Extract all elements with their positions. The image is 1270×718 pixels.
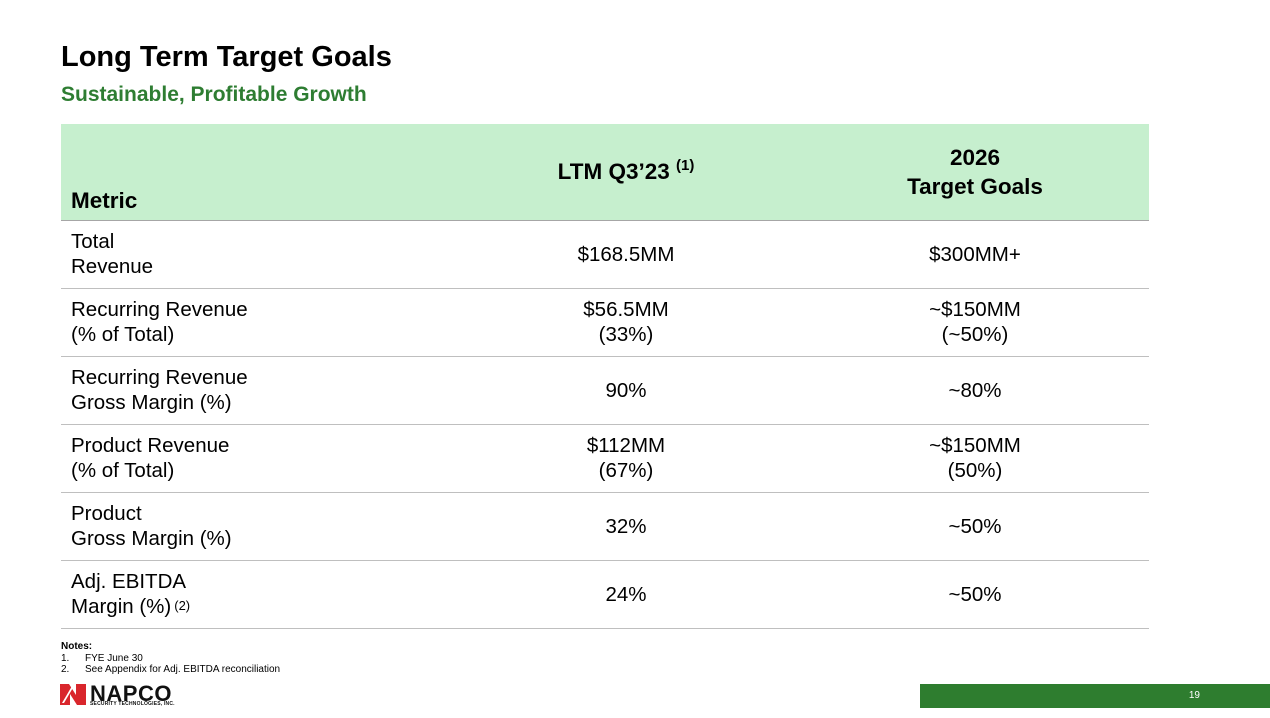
- table-row: Recurring Revenue (% of Total) $56.5MM (33%…: [61, 288, 1149, 357]
- ltm-value-cell: $168.5MM: [451, 220, 801, 289]
- metric-cell: Product Gross Margin (%): [61, 492, 451, 561]
- ltm-value-cell: 32%: [451, 492, 801, 561]
- footnote-1: 1. FYE June 30: [61, 652, 143, 664]
- metric-cell: Total Revenue: [61, 220, 451, 289]
- target-goals-table: Metric LTM Q3’23 (1) 2026 Target Goals T…: [61, 124, 1149, 629]
- ltm-value-cell: $112MM (67%): [451, 424, 801, 493]
- logo-wordmark: NAPCO: [90, 681, 172, 706]
- header-ltm: LTM Q3’23 (1): [451, 124, 801, 221]
- footnotes: Notes: 1. FYE June 30 2. See Appendix for …: [61, 641, 280, 676]
- napco-logo-mark-icon: [60, 684, 86, 705]
- table-row: Adj. EBITDA Margin (%) (2) 24% ~50%: [61, 560, 1149, 629]
- footnote-2: 2. See Appendix for Adj. EBITDA reconcili…: [61, 664, 281, 675]
- metric-cell: Adj. EBITDA Margin (%) (2): [61, 560, 451, 629]
- table-header-row: Metric LTM Q3’23 (1) 2026 Target Goals: [61, 124, 1149, 221]
- target-value-cell: ~50%: [801, 492, 1149, 561]
- table-row: Total Revenue $168.5MM $300MM+: [61, 220, 1149, 289]
- header-metric: Metric: [61, 124, 451, 221]
- ltm-value-cell: 24%: [451, 560, 801, 629]
- table-row: Product Revenue (% of Total) $112MM (67%) ~$…: [61, 424, 1149, 493]
- target-value-cell: $300MM+: [801, 220, 1149, 289]
- metric-cell: Product Revenue (% of Total): [61, 424, 451, 493]
- table-row: Product Gross Margin (%) 32% ~50%: [61, 492, 1149, 561]
- page-number: 19: [1188, 690, 1200, 701]
- metric-footnote: (2): [174, 598, 191, 613]
- metric-cell: Recurring Revenue (% of Total): [61, 288, 451, 357]
- header-ltm-footnote: (1): [676, 156, 695, 174]
- slide-subtitle: Sustainable, Profitable Growth: [61, 83, 367, 106]
- footer-bar: 19: [920, 684, 1270, 708]
- target-value-cell: ~$150MM (~50%): [801, 288, 1149, 357]
- ltm-value-cell: $56.5MM (33%): [451, 288, 801, 357]
- header-target: 2026 Target Goals: [801, 124, 1149, 221]
- target-value-cell: ~80%: [801, 356, 1149, 425]
- table-row: Recurring Revenue Gross Margin (%) 90% ~80%: [61, 356, 1149, 425]
- slide-title: Long Term Target Goals: [61, 41, 392, 73]
- target-value-cell: ~50%: [801, 560, 1149, 629]
- logo-tagline: SECURITY TECHNOLOGIES, INC.: [90, 701, 175, 707]
- notes-title: Notes:: [61, 641, 93, 652]
- ltm-value-cell: 90%: [451, 356, 801, 425]
- target-value-cell: ~$150MM (50%): [801, 424, 1149, 493]
- metric-cell: Recurring Revenue Gross Margin (%): [61, 356, 451, 425]
